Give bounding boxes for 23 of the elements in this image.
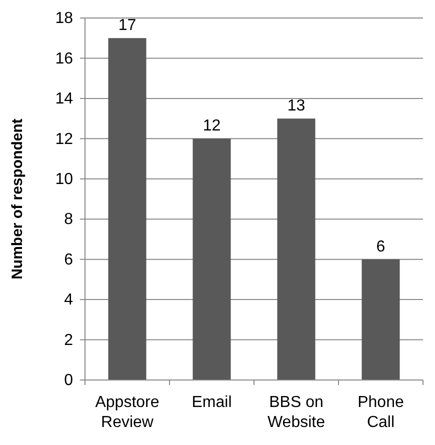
y-tick-label: 6 xyxy=(64,251,74,268)
y-tick-label: 12 xyxy=(55,130,74,148)
y-tick-label: 0 xyxy=(64,372,74,390)
x-tick-label: Appstore Review xyxy=(95,394,160,431)
y-tick-label: 16 xyxy=(55,50,74,68)
y-tick-label: 10 xyxy=(55,171,74,188)
data-label: 13 xyxy=(287,98,306,115)
bar xyxy=(277,118,316,380)
y-tick-label: 18 xyxy=(55,10,74,28)
y-tick-label: 8 xyxy=(64,211,74,228)
data-label: 12 xyxy=(202,118,221,135)
y-tick-label: 14 xyxy=(55,90,74,108)
y-tick-label: 2 xyxy=(64,332,74,349)
bar xyxy=(108,38,146,380)
x-tick-label: BBS on Website xyxy=(267,394,326,431)
bar xyxy=(362,259,400,380)
x-tick-label: Phone Call xyxy=(358,394,404,431)
data-label: 17 xyxy=(118,17,136,34)
bar xyxy=(192,138,231,380)
y-axis-title: Number of respondent xyxy=(9,118,26,280)
x-tick-label: Email xyxy=(192,394,232,411)
y-tick-label: 4 xyxy=(64,292,74,309)
data-label: 6 xyxy=(376,238,386,256)
